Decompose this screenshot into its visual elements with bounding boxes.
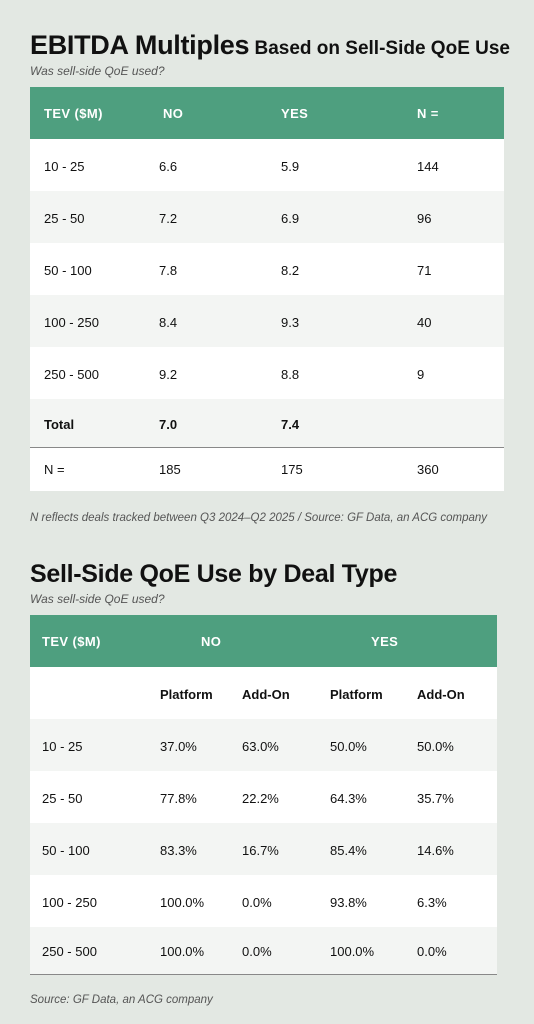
n-cell: 9 xyxy=(417,367,425,382)
no-platform-cell: 100.0% xyxy=(160,944,205,959)
tev-cell: 25 - 50 xyxy=(44,211,85,226)
table1: TEV ($M) NO YES N = 10 - 25 6.6 5.9 144 … xyxy=(30,87,504,491)
table2-bottom-rule xyxy=(30,974,497,975)
table-row-total: Total 7.0 7.4 xyxy=(30,399,504,447)
no-addon-cell: 22.2% xyxy=(242,791,279,806)
no-cell: 7.2 xyxy=(159,211,178,226)
yes-addon-cell: 14.6% xyxy=(417,843,454,858)
table2-title: Sell-Side QoE Use by Deal Type xyxy=(30,560,398,588)
no-addon-cell: 0.0% xyxy=(242,895,272,910)
tev-cell: N = xyxy=(44,462,65,477)
yes-platform-cell: 85.4% xyxy=(330,843,367,858)
table2-source: Source: GF Data, an ACG company xyxy=(30,994,213,1006)
yes-cell: 9.3 xyxy=(281,315,300,330)
table-row: 10 - 25 6.6 5.9 144 xyxy=(30,139,504,191)
table2-header-yes: YES xyxy=(371,634,399,649)
yes-addon-cell: 6.3% xyxy=(417,895,447,910)
yes-addon-cell: 50.0% xyxy=(417,739,454,754)
table1-title: EBITDA Multiples Based on Sell-Side QoE … xyxy=(30,30,510,61)
table1-header-n: N = xyxy=(417,106,439,121)
tev-cell: 25 - 50 xyxy=(42,791,83,806)
table1-title-main: EBITDA Multiples xyxy=(30,30,250,60)
subheader-addon-no: Add-On xyxy=(242,687,290,702)
table2-header-row: TEV ($M) NO YES xyxy=(30,615,497,667)
yes-cell: 5.9 xyxy=(281,159,300,174)
yes-cell: 8.8 xyxy=(281,367,300,382)
tev-cell: 100 - 250 xyxy=(42,895,97,910)
yes-addon-cell: 0.0% xyxy=(417,944,447,959)
table-row: 250 - 500 100.0% 0.0% 100.0% 0.0% xyxy=(30,927,497,974)
subheader-platform-yes: Platform xyxy=(330,687,383,702)
yes-platform-cell: 64.3% xyxy=(330,791,367,806)
yes-cell: 7.4 xyxy=(281,417,300,432)
subheader-addon-yes: Add-On xyxy=(417,687,465,702)
yes-platform-cell: 50.0% xyxy=(330,739,367,754)
yes-addon-cell: 35.7% xyxy=(417,791,454,806)
n-cell: 144 xyxy=(417,159,439,174)
n-cell: 360 xyxy=(417,462,439,477)
tev-cell: 50 - 100 xyxy=(44,263,92,278)
n-cell: 71 xyxy=(417,263,432,278)
table1-footnote: N reflects deals tracked between Q3 2024… xyxy=(30,512,488,524)
no-addon-cell: 0.0% xyxy=(242,944,272,959)
table-row: 100 - 250 8.4 9.3 40 xyxy=(30,295,504,347)
yes-cell: 6.9 xyxy=(281,211,300,226)
table2-subheader-row: Platform Add-On Platform Add-On xyxy=(30,667,497,719)
table1-subtitle: Was sell-side QoE used? xyxy=(30,64,165,78)
no-cell: 7.8 xyxy=(159,263,178,278)
tev-cell: Total xyxy=(44,417,75,432)
table-row: 50 - 100 7.8 8.2 71 xyxy=(30,243,504,295)
tev-cell: 100 - 250 xyxy=(44,315,99,330)
no-cell: 7.0 xyxy=(159,417,178,432)
no-addon-cell: 63.0% xyxy=(242,739,279,754)
tev-cell: 250 - 500 xyxy=(42,944,97,959)
table2-subtitle: Was sell-side QoE used? xyxy=(30,592,165,606)
no-cell: 9.2 xyxy=(159,367,178,382)
table2: TEV ($M) NO YES Platform Add-On Platform… xyxy=(30,615,497,975)
table2-header-no: NO xyxy=(201,634,222,649)
table-row: 25 - 50 7.2 6.9 96 xyxy=(30,191,504,243)
table1-title-rest: Based on Sell-Side QoE Use xyxy=(249,38,510,59)
yes-cell: 8.2 xyxy=(281,263,300,278)
table1-header-row: TEV ($M) NO YES N = xyxy=(30,87,504,139)
table2-header-tev: TEV ($M) xyxy=(42,634,101,649)
subheader-platform-no: Platform xyxy=(160,687,213,702)
tev-cell: 50 - 100 xyxy=(42,843,90,858)
no-platform-cell: 100.0% xyxy=(160,895,205,910)
yes-platform-cell: 100.0% xyxy=(330,944,375,959)
table1-divider xyxy=(30,447,504,448)
tev-cell: 10 - 25 xyxy=(42,739,83,754)
table1-header-no: NO xyxy=(163,106,184,121)
table-row: 25 - 50 77.8% 22.2% 64.3% 35.7% xyxy=(30,771,497,823)
yes-platform-cell: 93.8% xyxy=(330,895,367,910)
table-row-n: N = 185 175 360 xyxy=(30,448,504,491)
table1-header-tev: TEV ($M) xyxy=(44,106,103,121)
no-platform-cell: 83.3% xyxy=(160,843,197,858)
no-platform-cell: 77.8% xyxy=(160,791,197,806)
no-cell: 8.4 xyxy=(159,315,178,330)
table-row: 250 - 500 9.2 8.8 9 xyxy=(30,347,504,399)
table1-header-yes: YES xyxy=(281,106,309,121)
no-cell: 6.6 xyxy=(159,159,178,174)
no-cell: 185 xyxy=(159,462,181,477)
n-cell: 96 xyxy=(417,211,432,226)
table-row: 50 - 100 83.3% 16.7% 85.4% 14.6% xyxy=(30,823,497,875)
yes-cell: 175 xyxy=(281,462,303,477)
no-addon-cell: 16.7% xyxy=(242,843,279,858)
tev-cell: 10 - 25 xyxy=(44,159,85,174)
n-cell: 40 xyxy=(417,315,432,330)
table-row: 10 - 25 37.0% 63.0% 50.0% 50.0% xyxy=(30,719,497,771)
table-row: 100 - 250 100.0% 0.0% 93.8% 6.3% xyxy=(30,875,497,927)
tev-cell: 250 - 500 xyxy=(44,367,99,382)
no-platform-cell: 37.0% xyxy=(160,739,197,754)
